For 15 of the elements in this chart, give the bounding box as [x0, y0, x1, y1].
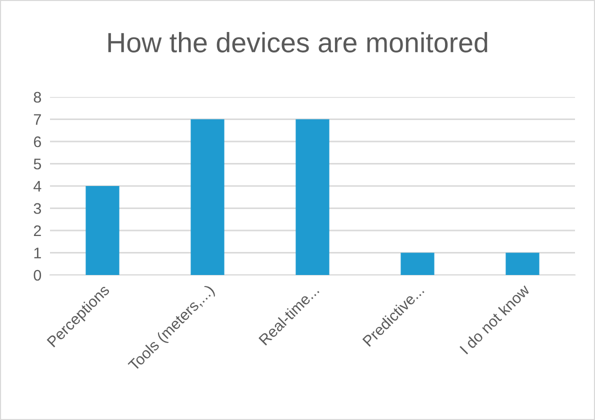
y-tick-label: 0 — [34, 270, 42, 281]
y-tick-label: 3 — [34, 203, 41, 214]
y-tick-label: 5 — [34, 158, 42, 170]
bar — [400, 252, 434, 275]
bar — [86, 186, 120, 275]
y-tick-label: 7 — [34, 114, 41, 125]
bar — [190, 119, 224, 275]
y-tick-label: 6 — [34, 136, 41, 148]
y-tick-label: 1 — [34, 248, 41, 258]
bar — [296, 119, 330, 275]
y-tick-label: 4 — [34, 181, 42, 192]
bar — [506, 252, 540, 275]
chart-title: How the devices are monitored — [108, 32, 488, 52]
y-tick-label: 2 — [34, 225, 41, 236]
y-tick-label: 8 — [34, 92, 42, 103]
